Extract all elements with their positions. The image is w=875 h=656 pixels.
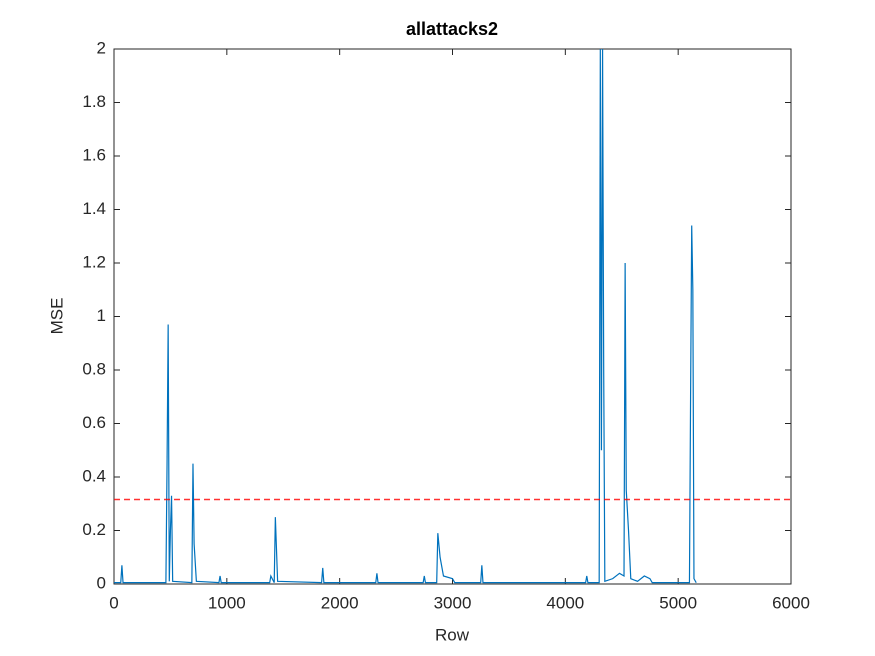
y-tick-label: 1.8 [82, 92, 106, 111]
y-tick-label: 1.6 [82, 145, 106, 164]
x-tick-label: 3000 [434, 593, 472, 612]
chart-title: allattacks2 [406, 19, 498, 39]
x-tick-label: 4000 [546, 593, 584, 612]
x-tick-label: 6000 [772, 593, 810, 612]
y-tick-label: 1.4 [82, 199, 106, 218]
x-tick-label: 0 [109, 593, 118, 612]
y-tick-label: 2 [97, 38, 106, 57]
y-tick-label: 0.8 [82, 359, 106, 378]
x-tick-label: 5000 [659, 593, 697, 612]
x-axis-label: Row [435, 625, 470, 644]
y-tick-label: 0 [97, 573, 106, 592]
data-line [114, 49, 697, 584]
y-tick-label: 1 [97, 306, 106, 325]
y-tick-label: 0.2 [82, 520, 106, 539]
x-tick-label: 1000 [208, 593, 246, 612]
y-tick-label: 0.6 [82, 413, 106, 432]
y-axis-label: MSE [47, 298, 66, 335]
y-tick-label: 1.2 [82, 252, 106, 271]
y-tick-label: 0.4 [82, 466, 106, 485]
x-tick-label: 2000 [321, 593, 359, 612]
plot-area [113, 48, 792, 585]
